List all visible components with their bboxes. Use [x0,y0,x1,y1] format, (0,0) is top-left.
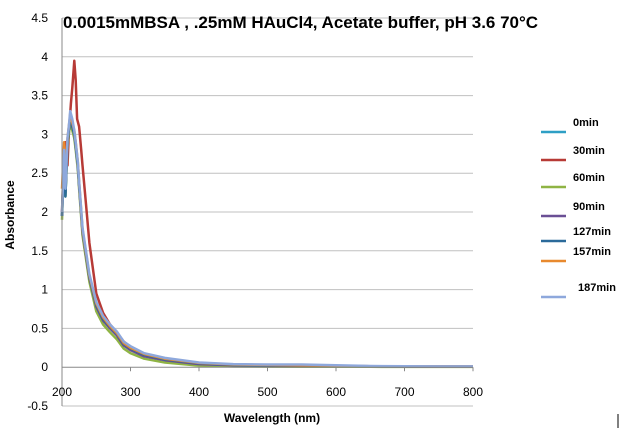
legend-label-0min: 0min [573,117,599,129]
y-tick-label: 0.5 [31,321,48,335]
legend-label-187min: 187min [578,282,616,294]
legend: 0min 30min 60min 90min 127min 157min 187min [541,117,616,299]
series-line-187min [60,109,473,368]
gridlines [62,17,473,407]
y-tick-label: 3.5 [31,89,48,103]
series-line-90min [60,117,473,368]
series-line-30min [60,59,474,368]
series-line-127min [60,117,473,368]
x-axis-title: Wavelength (nm) [224,411,320,425]
y-tick-label: 4 [41,50,48,64]
series-line-60min [60,121,473,369]
y-tick-label: 1.5 [31,244,48,258]
legend-label-90min: 90min [573,201,605,213]
legend-label-30min: 30min [573,145,605,157]
x-tick-label: 700 [394,385,414,399]
y-tick-label: -0.5 [27,399,48,413]
x-tick-labels: 200 300 400 500 600 700 800 [52,367,483,399]
y-tick-label: 1 [41,283,48,297]
x-tick-label: 300 [120,385,140,399]
legend-label-60min: 60min [573,172,605,184]
series-lines [60,59,474,369]
y-axis-title: Absorbance [3,180,17,250]
legend-label-157min: 157min [573,246,611,258]
x-tick-label: 400 [189,385,209,399]
x-tick-label: 800 [463,385,483,399]
y-tick-label: 4.5 [31,11,48,25]
x-tick-label: 500 [257,385,277,399]
y-tick-label: 3 [41,127,48,141]
y-tick-label: 0 [41,360,48,374]
legend-label-127min: 127min [573,226,611,238]
chart-title: 0.0015mMBSA , .25mM HAuCl4, Acetate buff… [63,13,538,32]
x-tick-label: 200 [52,385,72,399]
y-tick-label: 2 [41,205,48,219]
y-tick-label: 2.5 [31,166,48,180]
series-line-0min [60,117,473,368]
x-tick-label: 600 [326,385,346,399]
y-tick-labels: -0.5 0 0.5 1 1.5 2 2.5 3 3.5 4 4.5 [27,11,48,413]
